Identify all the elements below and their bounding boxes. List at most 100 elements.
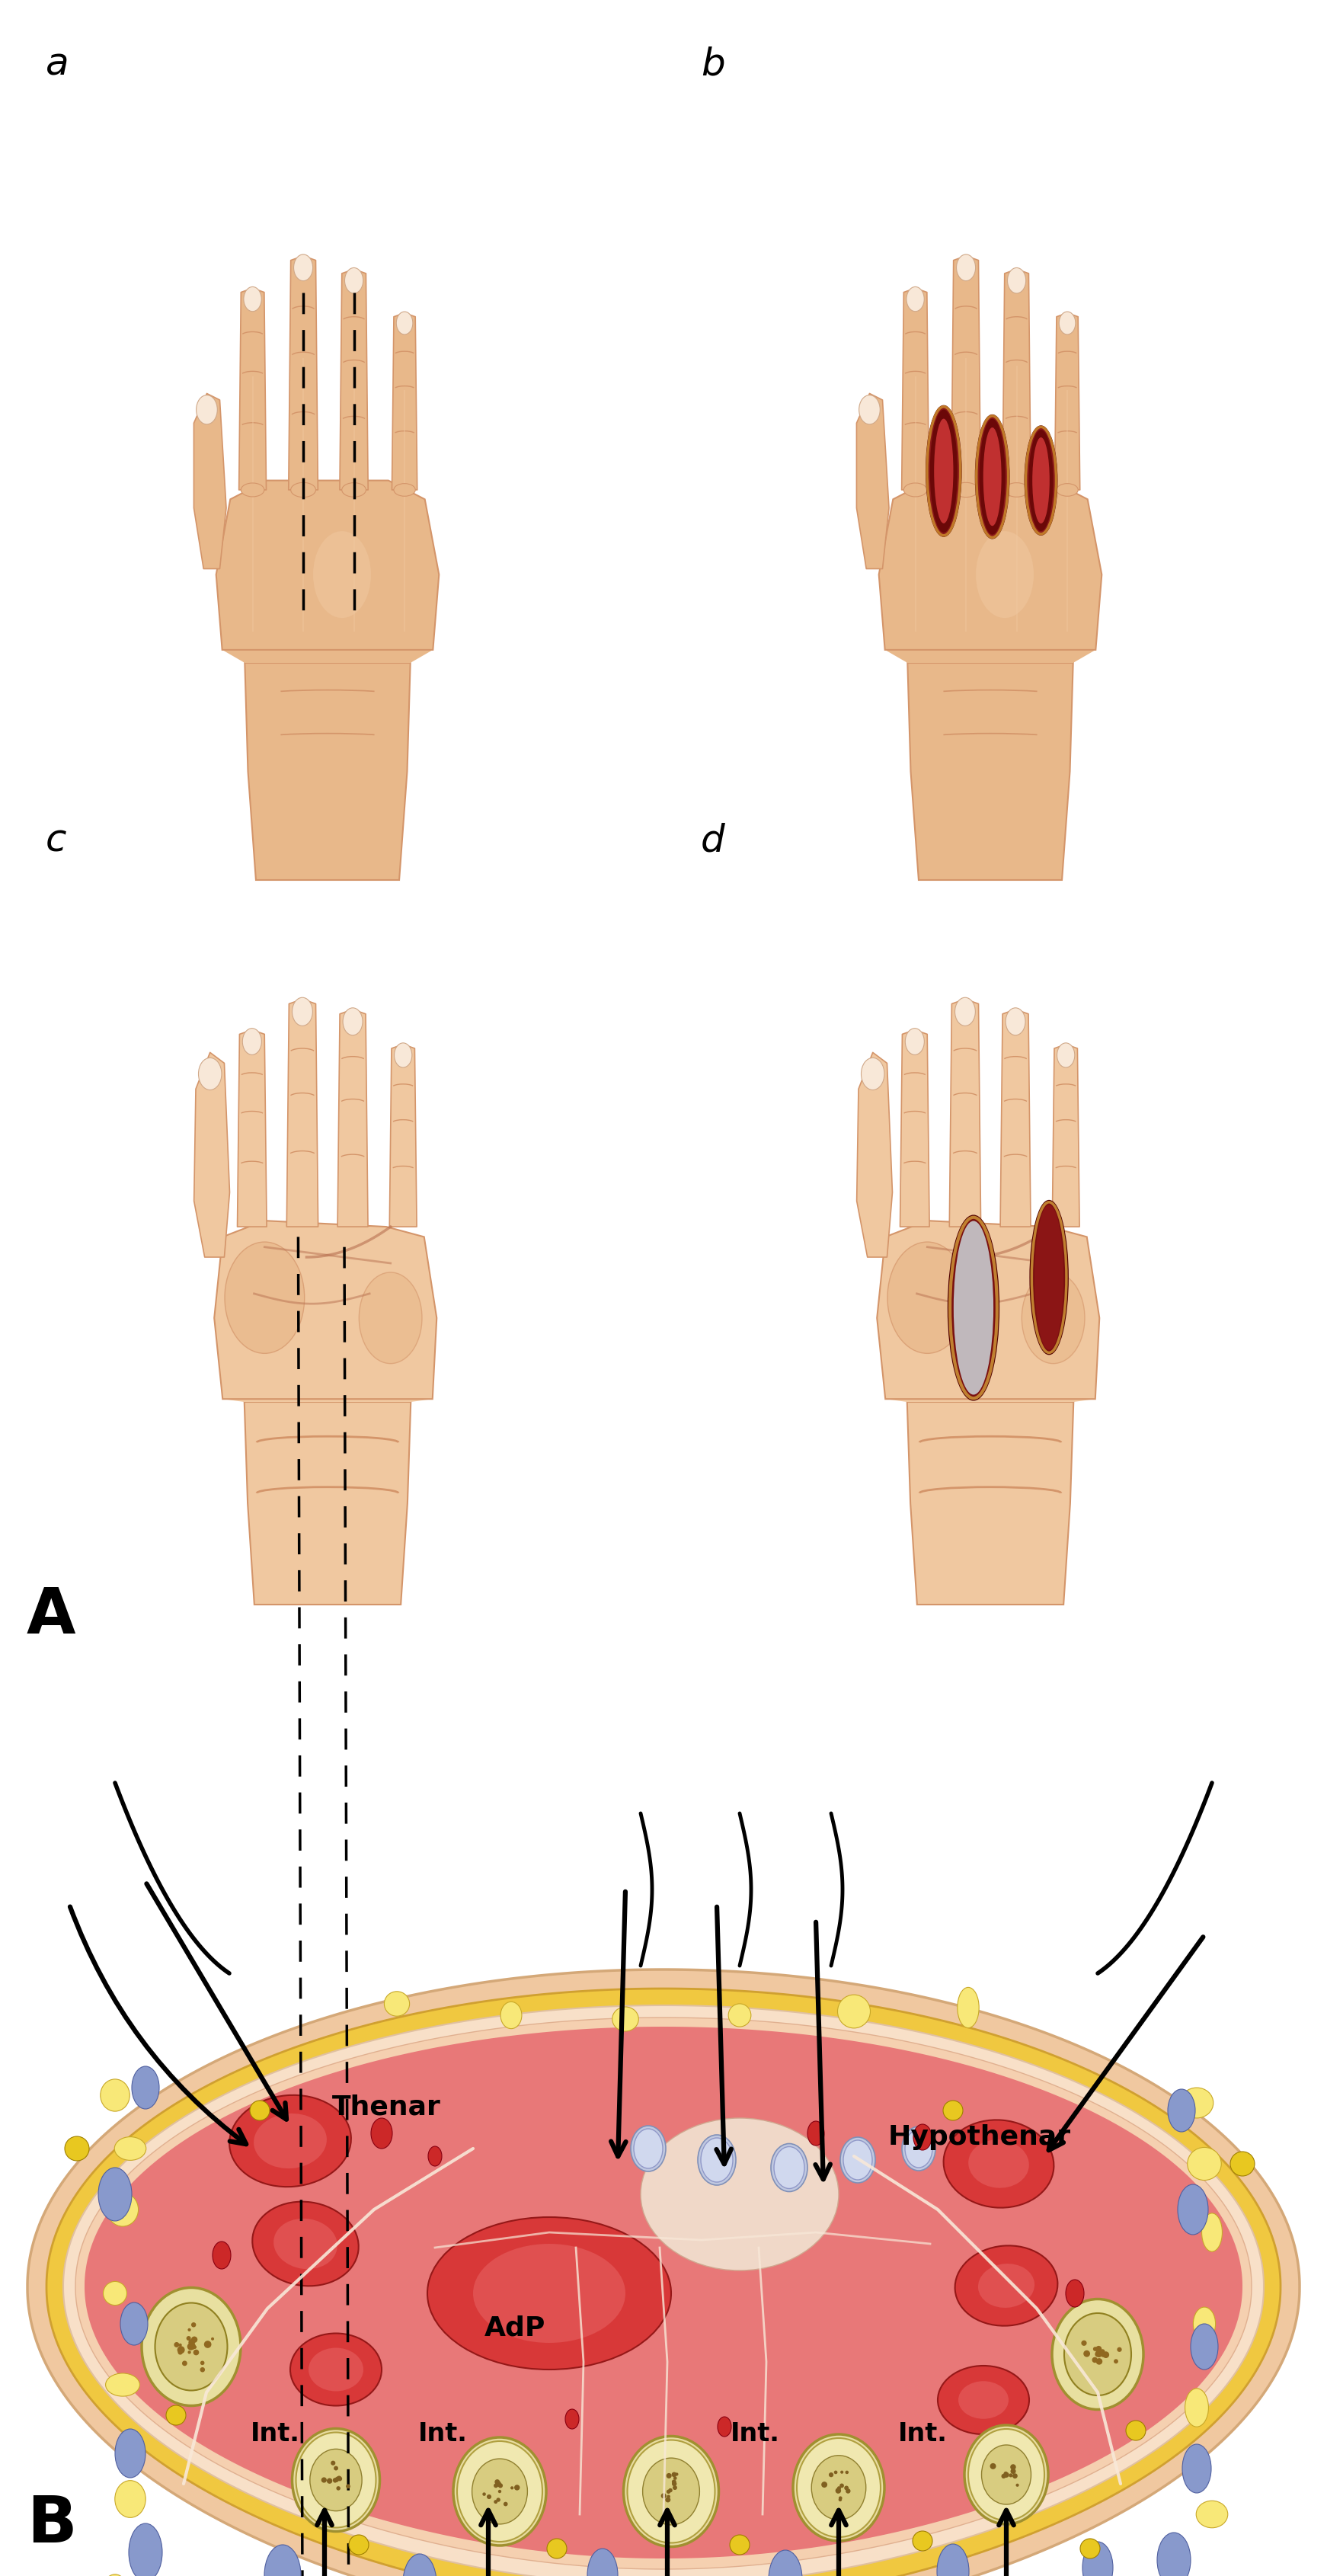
Polygon shape (28, 1971, 1299, 2576)
Ellipse shape (1006, 1007, 1026, 1036)
Text: Int.: Int. (251, 2421, 300, 2447)
Circle shape (337, 2476, 341, 2481)
Ellipse shape (547, 2540, 567, 2558)
Circle shape (1005, 2473, 1009, 2476)
Circle shape (1009, 2473, 1013, 2478)
Ellipse shape (982, 2445, 1031, 2504)
Polygon shape (951, 255, 981, 489)
Ellipse shape (345, 268, 364, 294)
Ellipse shape (859, 394, 880, 425)
Circle shape (840, 2470, 844, 2473)
Circle shape (990, 2463, 997, 2470)
Ellipse shape (906, 286, 924, 312)
Polygon shape (908, 1401, 1074, 1605)
Ellipse shape (293, 255, 313, 281)
Circle shape (337, 2476, 342, 2481)
Circle shape (333, 2465, 338, 2470)
Polygon shape (901, 289, 929, 489)
Ellipse shape (292, 2429, 380, 2532)
Ellipse shape (264, 2545, 301, 2576)
Ellipse shape (958, 2380, 1009, 2419)
Ellipse shape (957, 255, 975, 281)
Ellipse shape (1066, 2280, 1084, 2308)
Ellipse shape (612, 2007, 638, 2032)
Ellipse shape (252, 2202, 358, 2285)
Ellipse shape (249, 2099, 269, 2120)
Ellipse shape (771, 2143, 807, 2192)
Circle shape (186, 2336, 191, 2342)
Ellipse shape (115, 2429, 146, 2478)
Circle shape (174, 2342, 179, 2347)
Ellipse shape (983, 428, 1002, 526)
Circle shape (840, 2483, 844, 2488)
Circle shape (665, 2496, 670, 2501)
Circle shape (1096, 2349, 1101, 2354)
Ellipse shape (565, 2409, 579, 2429)
Ellipse shape (905, 2130, 933, 2166)
Polygon shape (908, 662, 1074, 881)
Ellipse shape (196, 394, 218, 425)
Ellipse shape (427, 2218, 671, 2370)
Ellipse shape (121, 2303, 147, 2344)
Ellipse shape (955, 2246, 1058, 2326)
Polygon shape (85, 2027, 1242, 2558)
Ellipse shape (1202, 2213, 1222, 2251)
Circle shape (191, 2336, 198, 2342)
Ellipse shape (1024, 425, 1056, 536)
Ellipse shape (1196, 2501, 1227, 2527)
Circle shape (666, 2488, 670, 2494)
Ellipse shape (429, 2146, 442, 2166)
Ellipse shape (1157, 2532, 1190, 2576)
Ellipse shape (1022, 1273, 1084, 1363)
Polygon shape (1052, 1043, 1079, 1226)
Polygon shape (337, 1010, 368, 1226)
Ellipse shape (955, 997, 975, 1025)
Circle shape (1096, 2352, 1101, 2357)
Ellipse shape (975, 415, 1009, 538)
Circle shape (829, 2473, 833, 2478)
Polygon shape (885, 649, 1096, 662)
Circle shape (188, 2339, 195, 2347)
Ellipse shape (904, 484, 928, 497)
Polygon shape (244, 1401, 411, 1605)
Circle shape (187, 2352, 191, 2354)
Polygon shape (1055, 312, 1080, 489)
Ellipse shape (1180, 2087, 1213, 2117)
Ellipse shape (837, 1994, 871, 2027)
Circle shape (1096, 2352, 1100, 2354)
Ellipse shape (729, 2004, 751, 2027)
Circle shape (1003, 2473, 1007, 2478)
Ellipse shape (957, 1986, 979, 2027)
Ellipse shape (65, 2136, 89, 2161)
Ellipse shape (199, 1059, 222, 1090)
Ellipse shape (730, 2535, 750, 2555)
Circle shape (178, 2347, 184, 2354)
Ellipse shape (902, 2125, 936, 2172)
Ellipse shape (812, 2455, 867, 2519)
Text: Int.: Int. (418, 2421, 467, 2447)
Circle shape (666, 2494, 670, 2499)
Circle shape (845, 2470, 849, 2473)
Ellipse shape (212, 2241, 231, 2269)
Polygon shape (194, 1054, 230, 1257)
Ellipse shape (98, 2166, 131, 2221)
Text: a: a (45, 46, 69, 82)
Circle shape (188, 2344, 192, 2349)
Circle shape (330, 2460, 336, 2465)
Circle shape (671, 2481, 677, 2486)
Circle shape (821, 2481, 827, 2488)
Ellipse shape (114, 2138, 146, 2161)
Ellipse shape (965, 2424, 1048, 2524)
Ellipse shape (224, 1242, 304, 1352)
Circle shape (1082, 2342, 1087, 2347)
Ellipse shape (861, 1059, 884, 1090)
Ellipse shape (843, 2141, 872, 2179)
Ellipse shape (131, 2066, 159, 2110)
Circle shape (673, 2486, 677, 2491)
Circle shape (1117, 2347, 1121, 2352)
Ellipse shape (291, 2334, 382, 2406)
Ellipse shape (1035, 1206, 1063, 1350)
Ellipse shape (624, 2437, 719, 2548)
Ellipse shape (106, 2372, 139, 2396)
Ellipse shape (253, 2112, 326, 2169)
